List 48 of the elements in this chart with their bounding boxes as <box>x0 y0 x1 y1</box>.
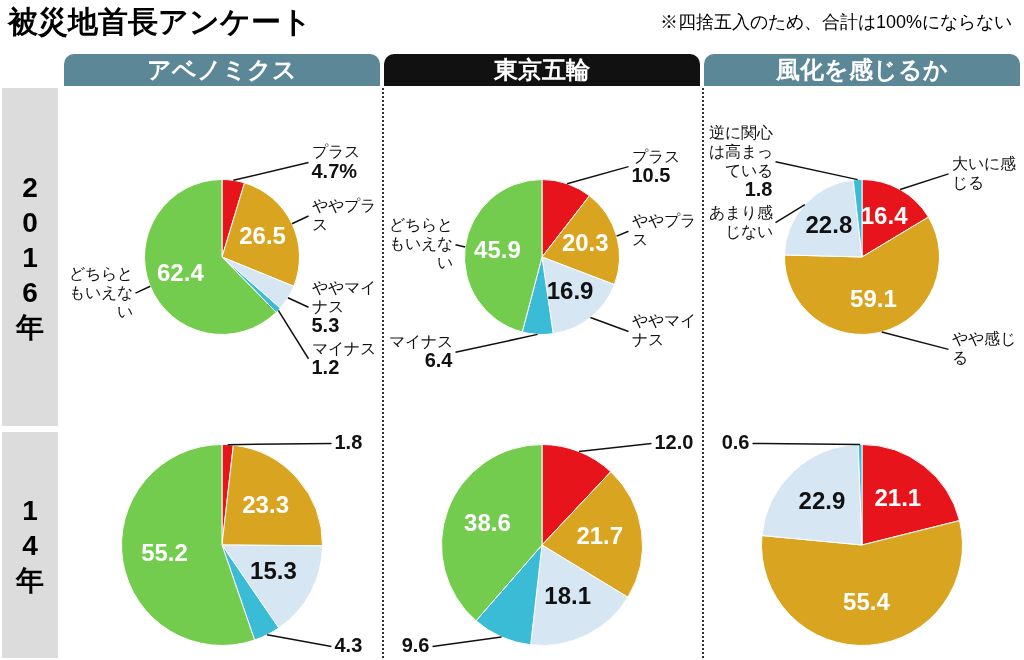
data-label: 12.0 <box>654 431 694 454</box>
data-label: 55.4 <box>843 587 891 615</box>
text: ※四捨五入のため、合計は100%にならない <box>659 11 1012 34</box>
data-label: 22.9 <box>798 487 846 515</box>
slice-label: プラス <box>631 147 680 165</box>
data-label: 21.1 <box>874 483 922 511</box>
data-label: 1.8 <box>334 431 363 454</box>
data-label: 6.4 <box>424 349 454 372</box>
text: 2016年 <box>15 170 45 345</box>
slice-label: あまり感じない <box>708 203 773 240</box>
data-label: 22.8 <box>805 211 853 239</box>
slice-label: プラス <box>311 143 360 161</box>
data-label: 4.7% <box>311 159 358 182</box>
data-label: 18.1 <box>544 581 591 609</box>
data-label: 5.3 <box>311 313 340 336</box>
data-label: 9.6 <box>401 634 430 657</box>
slice-label: ややプラス <box>311 196 376 233</box>
slice-label: 逆に関心は高まっている <box>708 123 773 179</box>
slice-label: ややマイナス <box>631 312 696 349</box>
data-label: 59.1 <box>850 285 897 313</box>
text: 14年 <box>15 493 45 598</box>
chart-title: アベノミクス <box>64 54 380 86</box>
chart-title: 風化を感じるか <box>704 54 1020 86</box>
slice-label: ややマイナス <box>311 278 376 315</box>
data-label: 38.6 <box>464 509 511 537</box>
data-label: 15.3 <box>250 557 297 585</box>
data-label: 1.2 <box>311 355 340 378</box>
slice-label: ややプラス <box>631 212 696 249</box>
slice-label: マイナス <box>388 333 453 351</box>
slice-label: マイナス <box>311 339 376 357</box>
slice-label: 大いに感じる <box>951 154 1016 191</box>
data-label: 10.5 <box>631 163 671 186</box>
data-label: 62.4 <box>157 258 205 286</box>
slice-label: どちらともいえない <box>68 264 133 320</box>
data-label: 21.7 <box>576 521 624 549</box>
chart-title: 東京五輪 <box>384 54 700 86</box>
data-label: 45.9 <box>474 235 521 263</box>
data-label: 26.5 <box>239 222 286 250</box>
data-label: 1.8 <box>744 177 773 200</box>
data-label: 55.2 <box>141 539 188 567</box>
text: 被災地首長アンケート <box>8 4 312 40</box>
slice-label: やや感じる <box>951 330 1016 367</box>
data-label: 20.3 <box>561 229 609 257</box>
slice-label: どちらともいえない <box>388 216 453 272</box>
data-label: 0.6 <box>721 431 750 454</box>
data-label: 4.3 <box>334 634 363 657</box>
data-label: 23.3 <box>242 490 289 518</box>
data-label: 16.9 <box>546 276 594 304</box>
